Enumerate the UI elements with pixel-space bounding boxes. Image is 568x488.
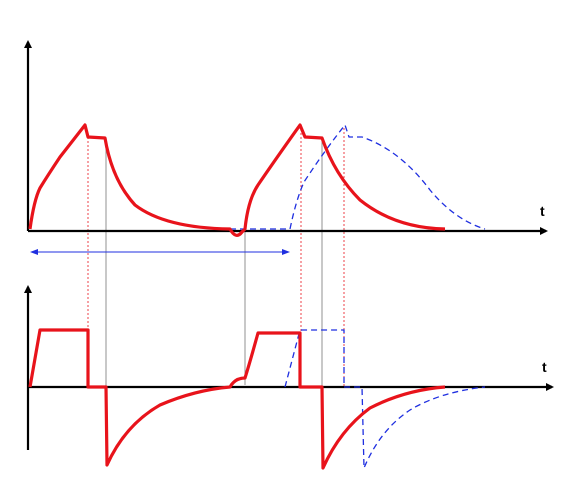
bottom-x-label: t bbox=[542, 359, 547, 375]
guide-lines bbox=[87, 125, 345, 468]
top-wave bbox=[28, 123, 446, 237]
bottom-wave bbox=[28, 328, 446, 470]
top-shifted-wave bbox=[230, 123, 486, 230]
top-x-label: t bbox=[540, 203, 545, 219]
bottom-shifted-wave bbox=[284, 329, 486, 469]
